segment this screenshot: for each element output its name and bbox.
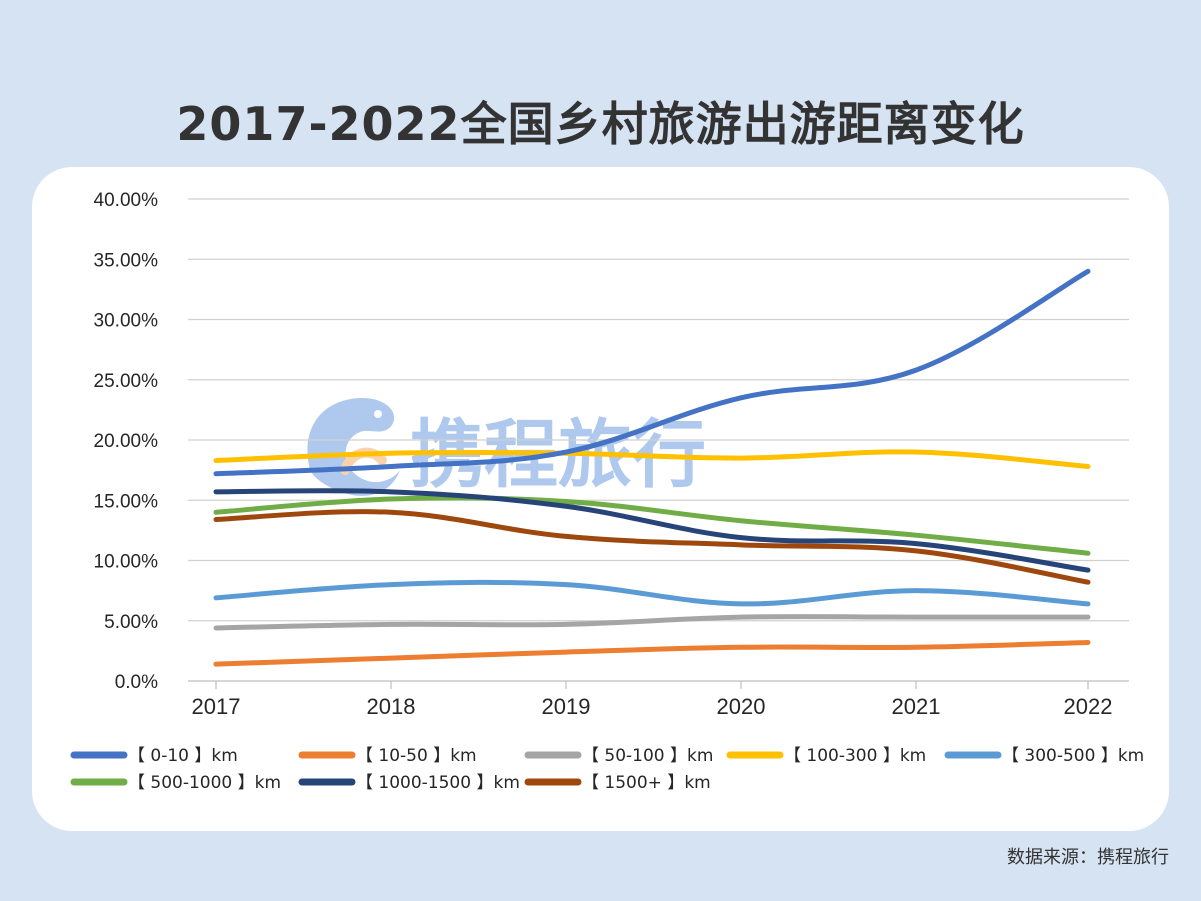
legend-label: 【 100-300 】km — [784, 746, 926, 766]
legend-label: 【 500-1000 】km — [128, 773, 281, 793]
y-axis-ticks: 0.0% 5.00% 10.00% 15.00% 20.00% 25.00% 30.00% 3… — [94, 190, 159, 693]
y-tick-label: 0.0% — [115, 672, 158, 693]
dolphin-logo-icon — [307, 397, 400, 496]
x-axis-ticks: 2017 2018 2019 2020 2021 2022 — [192, 681, 1113, 719]
series-lines — [213, 268, 1091, 667]
series-line — [213, 488, 1091, 573]
x-tick-label: 2018 — [367, 694, 416, 719]
legend: 【 0-10 】km 【 10-50 】km 【 50-100 】km 【 100-3… — [70, 746, 1144, 793]
series-line — [213, 509, 1091, 585]
legend-label: 【 50-100 】km — [582, 746, 713, 766]
x-tick-label: 2019 — [542, 694, 591, 719]
series-line — [213, 639, 1091, 667]
series-line — [213, 268, 1091, 477]
y-tick-label: 30.00% — [94, 311, 159, 332]
y-tick-label: 15.00% — [94, 491, 159, 512]
source-note: 数据来源：携程旅行 — [1007, 847, 1169, 868]
chart-title: 2017-2022全国乡村旅游出游距离变化 — [176, 97, 1025, 151]
legend-label: 【 1500+ 】km — [582, 773, 711, 793]
grid-lines — [188, 198, 1129, 682]
ctrip-watermark: 携程旅行 — [307, 397, 706, 498]
y-tick-label: 40.00% — [94, 190, 159, 211]
y-tick-label: 20.00% — [94, 431, 159, 452]
legend-label: 【 300-500 】km — [1002, 746, 1144, 766]
y-tick-label: 5.00% — [104, 612, 158, 633]
series-line — [213, 579, 1091, 607]
x-tick-label: 2017 — [192, 694, 241, 719]
y-tick-label: 35.00% — [94, 250, 159, 271]
y-tick-label: 10.00% — [94, 552, 159, 573]
legend-label: 【 10-50 】km — [356, 746, 477, 766]
x-tick-label: 2021 — [892, 694, 941, 719]
y-tick-label: 25.00% — [94, 371, 159, 392]
x-tick-label: 2020 — [717, 694, 766, 719]
legend-label: 【 1000-1500 】km — [356, 773, 520, 793]
series-line — [213, 495, 1091, 556]
legend-label: 【 0-10 】km — [128, 746, 238, 766]
chart-card — [32, 167, 1169, 831]
x-tick-label: 2022 — [1064, 694, 1113, 719]
series-line — [213, 449, 1091, 470]
series-line — [213, 614, 1091, 631]
